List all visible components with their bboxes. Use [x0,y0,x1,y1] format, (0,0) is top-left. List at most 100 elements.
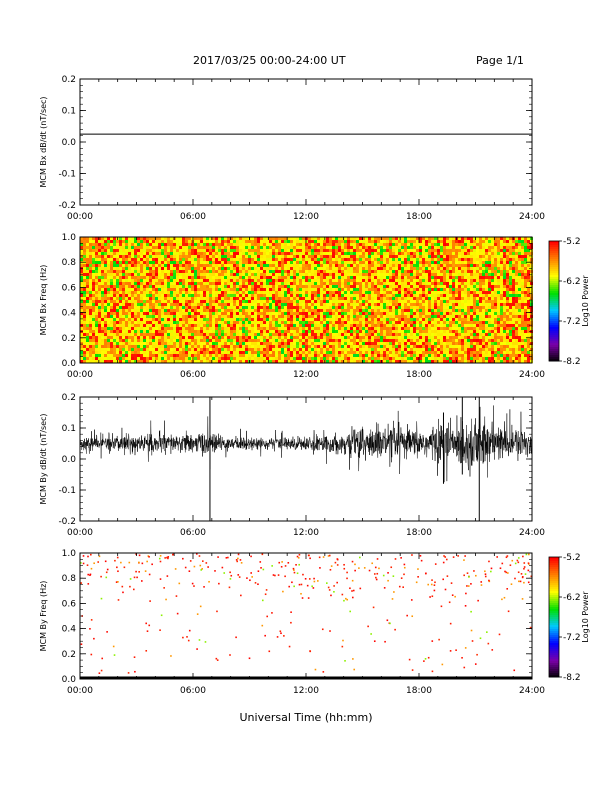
heat-cell [284,252,287,255]
heat-cell [326,306,329,309]
heat-cell [281,279,284,282]
heat-cell [236,237,239,240]
heat-cell [416,246,419,249]
heat-cell [449,267,452,270]
heat-cell [182,315,185,318]
heat-cell [425,306,428,309]
heat-cell [488,327,491,330]
heat-cell [233,327,236,330]
heat-cell [359,276,362,279]
heat-cell [341,315,344,318]
heat-cell [308,315,311,318]
heat-cell [164,237,167,240]
heat-cell [341,309,344,312]
heat-cell [470,294,473,297]
heat-cell [230,321,233,324]
heat-cell [401,318,404,321]
heat-cell [164,258,167,261]
heat-cell [314,282,317,285]
heat-cell [281,255,284,258]
heat-cell [437,312,440,315]
heat-cell [509,321,512,324]
heat-cell [200,315,203,318]
heat-cell [410,261,413,264]
heat-cell [488,237,491,240]
heat-cell [206,237,209,240]
heat-cell [98,270,101,273]
heat-cell [470,267,473,270]
heat-cell [332,261,335,264]
page-number: Page 1/1 [476,54,524,67]
heat-cell [170,300,173,303]
heat-cell [458,273,461,276]
heat-cell [344,246,347,249]
heat-cell [371,288,374,291]
heat-cell [434,246,437,249]
heat-cell [464,303,467,306]
heat-cell [173,312,176,315]
heat-cell [299,246,302,249]
heat-cell [416,252,419,255]
heat-cell [521,255,524,258]
heat-cell [164,252,167,255]
heat-cell [311,303,314,306]
heat-cell [236,285,239,288]
heat-cell [206,270,209,273]
heat-cell [425,261,428,264]
heat-cell [467,270,470,273]
heat-cell [308,282,311,285]
heat-cell [422,282,425,285]
heat-cell [143,315,146,318]
heat-cell [350,300,353,303]
heat-cell [89,321,92,324]
heat-cell [440,270,443,273]
heat-cell [230,306,233,309]
heat-cell [308,240,311,243]
heat-cell [362,246,365,249]
heat-cell [425,330,428,333]
heat-cell [293,240,296,243]
heat-cell [248,252,251,255]
heat-cell [281,306,284,309]
heat-cell [320,273,323,276]
heat-cell [227,330,230,333]
heat-cell [167,240,170,243]
heat-cell [281,264,284,267]
heat-cell [467,267,470,270]
heat-cell [239,282,242,285]
heat-cell [245,297,248,300]
heat-cell [230,330,233,333]
heat-cell [194,261,197,264]
heat-cell [449,327,452,330]
heat-cell [335,306,338,309]
heat-cell [161,243,164,246]
heat-cell [380,252,383,255]
heat-cell [269,264,272,267]
heat-cell [353,306,356,309]
heat-cell [527,306,530,309]
heat-cell [113,306,116,309]
heat-cell [419,309,422,312]
heat-cell [83,237,86,240]
heat-cell [446,300,449,303]
heat-cell [380,318,383,321]
heat-cell [326,243,329,246]
heat-cell [275,291,278,294]
heat-cell [422,318,425,321]
heat-cell [344,318,347,321]
heat-cell [521,309,524,312]
heat-cell [266,294,269,297]
heat-cell [101,270,104,273]
heat-cell [200,294,203,297]
heat-cell [242,267,245,270]
heat-cell [326,303,329,306]
heat-cell [221,288,224,291]
heat-cell [260,273,263,276]
heat-cell [143,246,146,249]
heat-cell [290,315,293,318]
heat-cell [317,309,320,312]
heat-cell [215,240,218,243]
heat-cell [332,246,335,249]
heat-cell [449,255,452,258]
heat-cell [209,264,212,267]
